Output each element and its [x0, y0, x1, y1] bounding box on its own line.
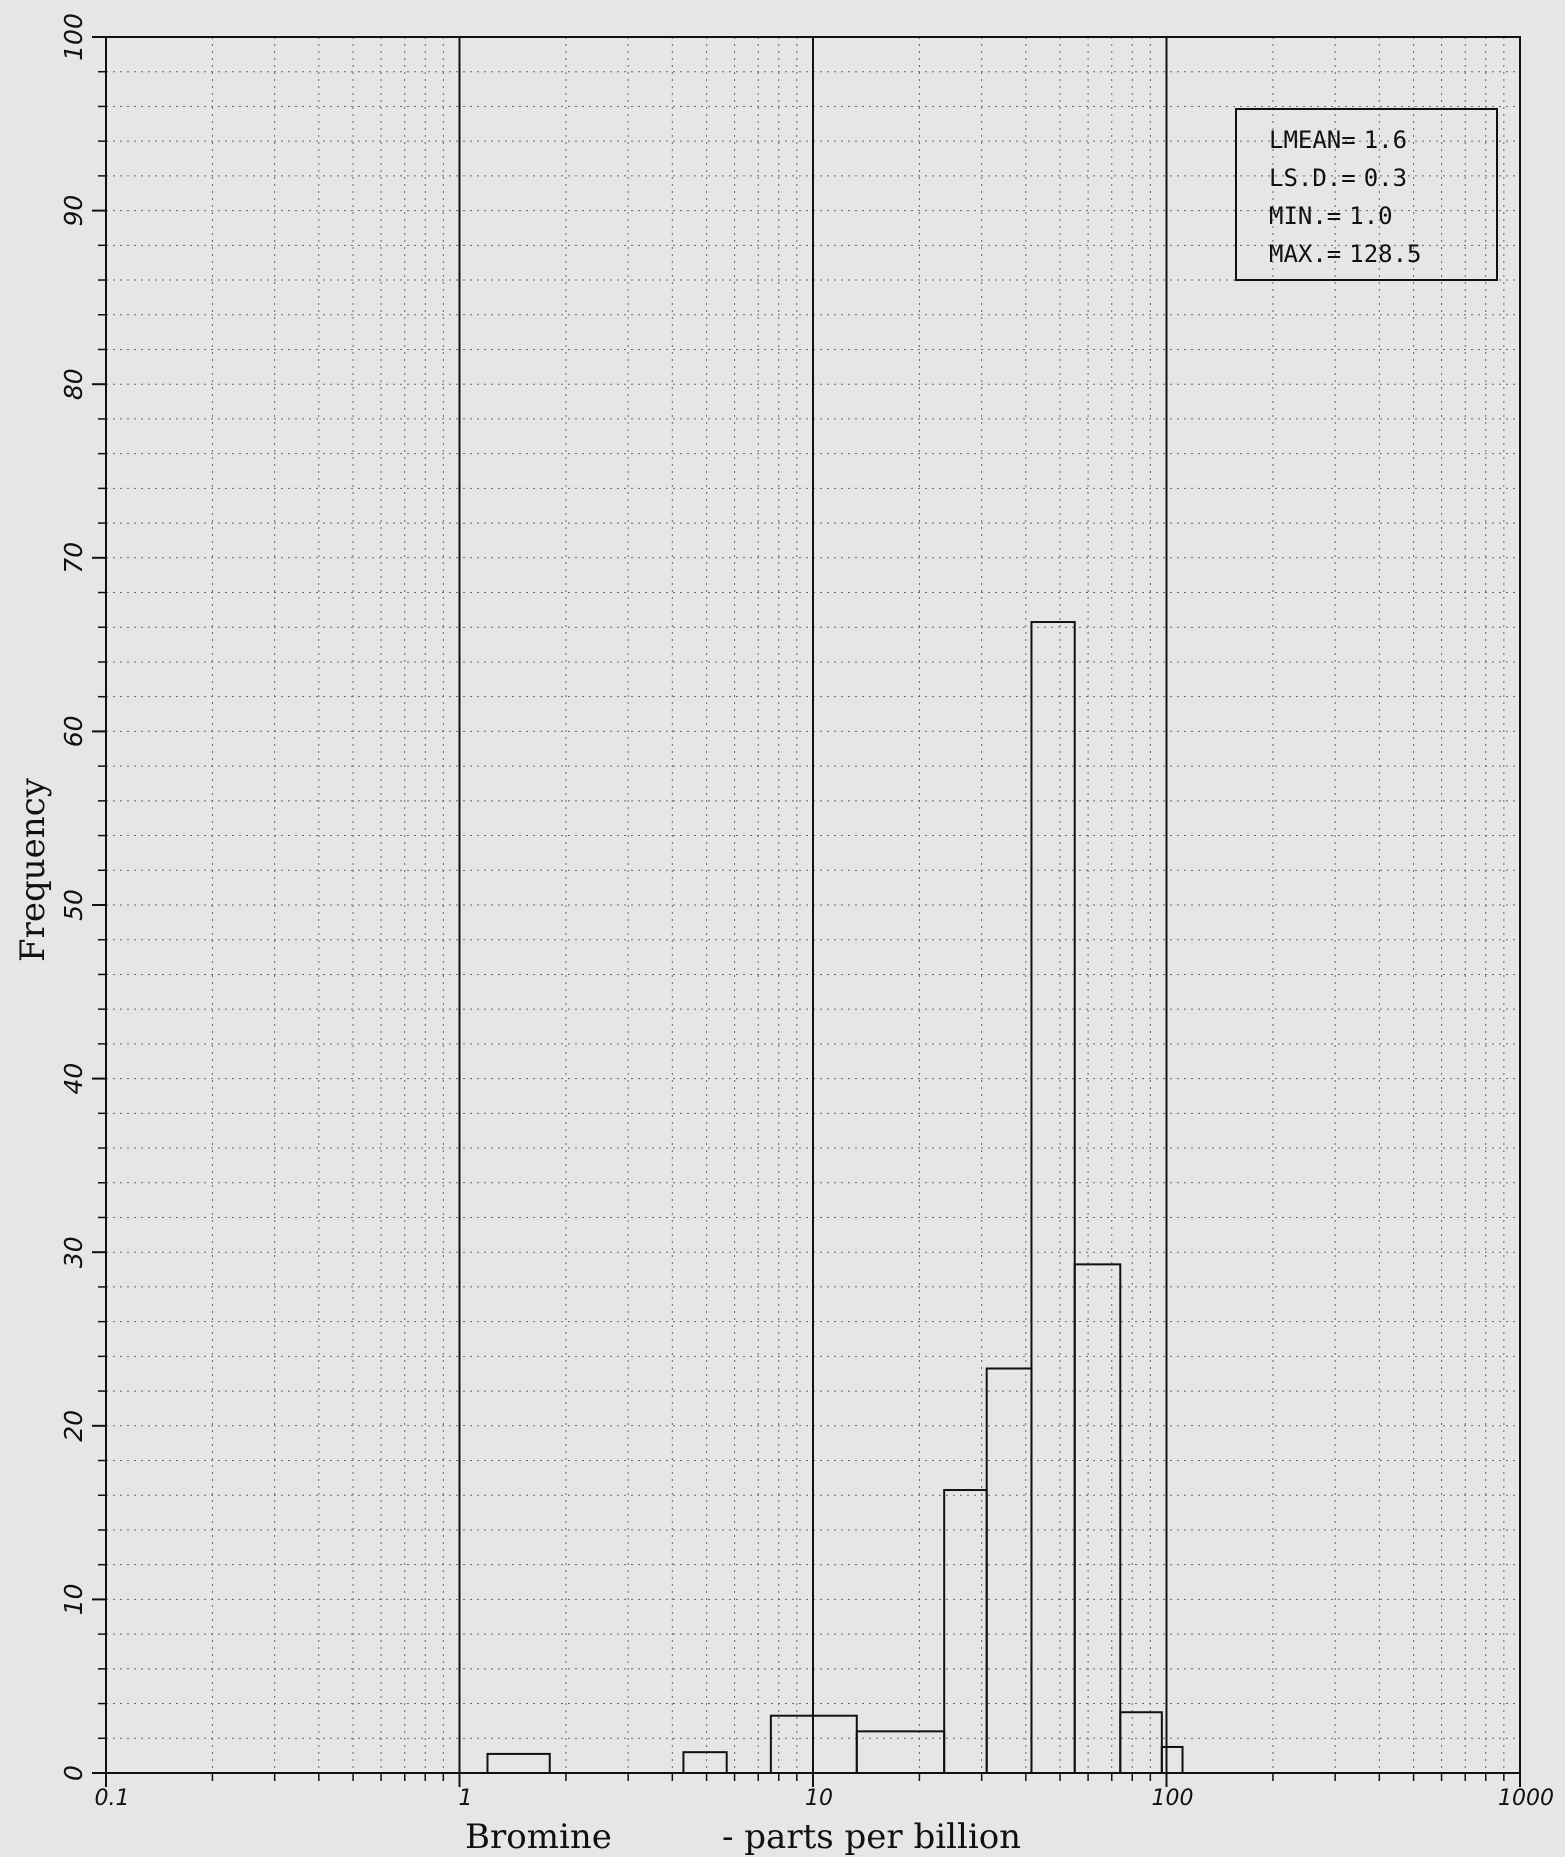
y-tick-label: 70	[59, 542, 88, 574]
y-tick-label: 90	[59, 195, 88, 227]
y-tick-label: 50	[59, 889, 88, 921]
y-tick-label: 80	[59, 368, 88, 400]
y-tick-label: 100	[59, 13, 88, 61]
x-tick-labels: 0.1 1 10 100 1000	[95, 1786, 1555, 1811]
stat-max: MAX.= 128.5	[1269, 240, 1422, 268]
y-tick-labels: 0 10 20 30 40 50 60 70 80 90 100	[59, 13, 88, 1781]
axes	[92, 36, 1521, 1787]
y-tick-label: 20	[59, 1410, 88, 1442]
stat-lmean: LMEAN= 1.6	[1269, 126, 1407, 154]
x-tick-label: 1	[459, 1786, 473, 1811]
y-tick-label: 40	[59, 1063, 88, 1095]
y-tick-label: 0	[59, 1765, 88, 1781]
decade-gridlines	[458, 37, 1168, 1773]
y-axis-title: Frequency	[13, 777, 53, 962]
y-tick-label: 60	[59, 715, 88, 747]
stat-lsd: LS.D.= 0.3	[1269, 164, 1407, 192]
y-tick-label: 30	[59, 1236, 88, 1268]
x-tick-label: 1000	[1498, 1786, 1554, 1811]
stat-min: MIN.= 1.0	[1269, 202, 1393, 230]
stats-box-frame	[1235, 108, 1498, 281]
x-tick-label: 0.1	[95, 1786, 130, 1811]
x-axis-title-unit: - parts per billion	[722, 1817, 1021, 1857]
stats-box: LMEAN= 1.6 LS.D.= 0.3 MIN.= 1.0 MAX.= 128.5	[1235, 108, 1498, 281]
x-axis-title-element: Bromine	[465, 1817, 612, 1857]
y-tick-label: 10	[59, 1583, 88, 1615]
x-tick-label: 10	[805, 1786, 833, 1811]
x-tick-label: 100	[1152, 1786, 1194, 1811]
